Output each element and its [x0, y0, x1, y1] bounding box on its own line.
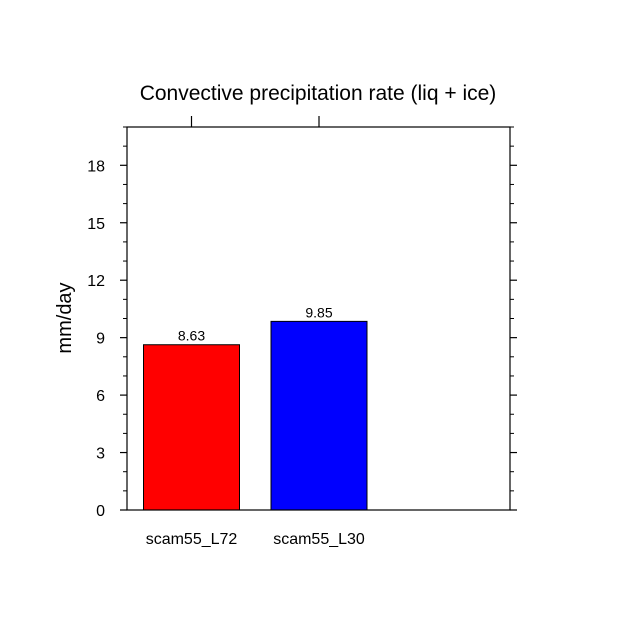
x-tick-label-1: scam55_L30: [273, 531, 365, 548]
plot-frame: [126, 126, 511, 511]
bar-value-label-0: 8.63: [178, 328, 205, 344]
y-tick-label-6: 18: [87, 158, 105, 175]
bars-layer: [143, 320, 368, 511]
y-tick-label-4: 12: [87, 273, 105, 290]
ticks-layer: [120, 116, 517, 511]
x-tick-label-0: scam55_L72: [146, 531, 238, 548]
bar-value-label-1: 9.85: [305, 304, 332, 320]
y-tick-label-2: 6: [96, 388, 105, 405]
bar-1: [270, 320, 368, 511]
y-tick-label-0: 0: [96, 503, 105, 520]
y-tick-label-3: 9: [96, 331, 105, 348]
y-axis-label: mm/day: [54, 282, 76, 353]
labels-layer: 8.63 scam55_L72 9.85 scam55_L30 0 3 6 9 12 15 18: [87, 158, 365, 548]
y-tick-label-1: 3: [96, 446, 105, 463]
bar-0: [143, 344, 240, 511]
y-tick-label-5: 15: [87, 216, 105, 233]
chart-title: Convective precipitation rate (liq + ice…: [140, 82, 497, 105]
